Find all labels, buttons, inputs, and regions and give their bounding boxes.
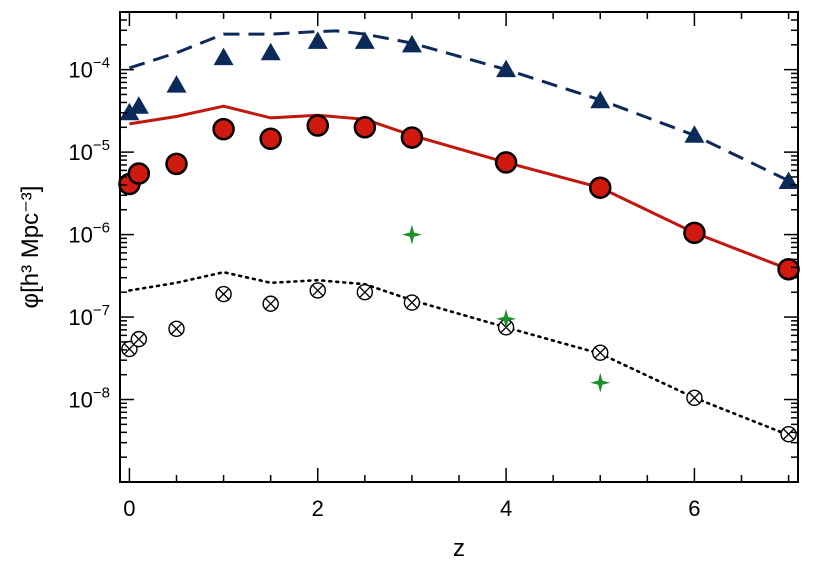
- triangle-marker: [119, 102, 140, 121]
- circle-marker: [306, 114, 329, 137]
- crossed-circle-marker: [592, 344, 609, 361]
- circle-marker: [165, 152, 188, 176]
- triangle-marker: [354, 31, 375, 49]
- circle-marker: [683, 221, 706, 245]
- crossed-circle-marker: [356, 284, 374, 301]
- star-marker: [496, 308, 517, 329]
- series-layer: [118, 29, 800, 443]
- series-dashed-line: [128, 29, 790, 183]
- y-tick-label: 10−7: [68, 302, 110, 330]
- circle-marker: [494, 151, 518, 174]
- triangle-marker: [590, 90, 611, 109]
- crossed-circle-cross: [406, 296, 418, 309]
- crossed-circle-marker: [262, 295, 279, 312]
- x-tick-label: 0: [123, 496, 135, 521]
- circle-marker: [353, 116, 377, 139]
- x-tick-label: 6: [688, 496, 700, 521]
- triangle-marker: [260, 42, 281, 61]
- crossed-circle-cross: [264, 297, 277, 310]
- circle-marker: [212, 117, 235, 141]
- triangle-marker: [166, 75, 187, 93]
- series-green-stars: [401, 224, 611, 393]
- crossed-circle-marker: [130, 330, 148, 348]
- y-axis-title: φ[h³ Mpc⁻³]: [17, 186, 44, 309]
- tick-labels-layer: 0 2 4 6 10−8 10−7 10−6 10−5 10−4: [68, 55, 700, 521]
- crossed-circle-marker: [309, 282, 326, 299]
- crossed-circle-cross: [123, 343, 136, 355]
- star-marker: [401, 224, 422, 245]
- series-crossed-circles: [121, 282, 797, 443]
- series-triangles: [119, 31, 799, 190]
- y-tick-label: 10−6: [68, 220, 110, 248]
- crossed-circle-cross: [217, 288, 230, 300]
- triangle-marker: [684, 125, 705, 143]
- star-marker: [590, 372, 611, 393]
- x-tick-label: 4: [500, 496, 512, 521]
- crossed-circle-marker: [686, 389, 703, 406]
- triangle-marker: [307, 31, 328, 49]
- plot-frame: [119, 11, 799, 483]
- crossed-circle-cross: [688, 392, 701, 404]
- y-tick-label: 10−4: [68, 55, 110, 83]
- series-line: [128, 29, 790, 183]
- crossed-circle-marker: [121, 340, 138, 358]
- triangle-marker: [496, 59, 517, 78]
- circle-marker: [777, 257, 800, 281]
- triangle-marker: [128, 96, 149, 114]
- crossed-circle-cross: [170, 323, 183, 335]
- crossed-circle-cross: [311, 284, 324, 297]
- crossed-circle-cross: [594, 346, 607, 359]
- crossed-circle-marker: [403, 294, 421, 311]
- crossed-circle-cross: [782, 428, 795, 440]
- circle-marker: [400, 126, 424, 149]
- circle-marker: [127, 162, 151, 185]
- circle-marker: [259, 127, 282, 151]
- circle-marker: [589, 176, 612, 199]
- crossed-circle-marker: [780, 425, 797, 443]
- crossed-circle-cross: [133, 333, 145, 345]
- y-tick-label: 10−8: [68, 385, 110, 413]
- x-axis-title: z: [453, 535, 465, 562]
- triangle-marker: [401, 34, 422, 53]
- crossed-circle-marker: [168, 320, 185, 338]
- series-red-circles: [118, 114, 800, 281]
- x-tick-label: 2: [312, 496, 324, 521]
- triangle-marker: [778, 171, 799, 190]
- y-tick-label: 10−5: [68, 137, 110, 165]
- crossed-circle-marker: [215, 285, 232, 303]
- triangle-marker: [213, 47, 234, 66]
- ticks-layer: [120, 11, 798, 483]
- crossed-circle-cross: [359, 286, 371, 298]
